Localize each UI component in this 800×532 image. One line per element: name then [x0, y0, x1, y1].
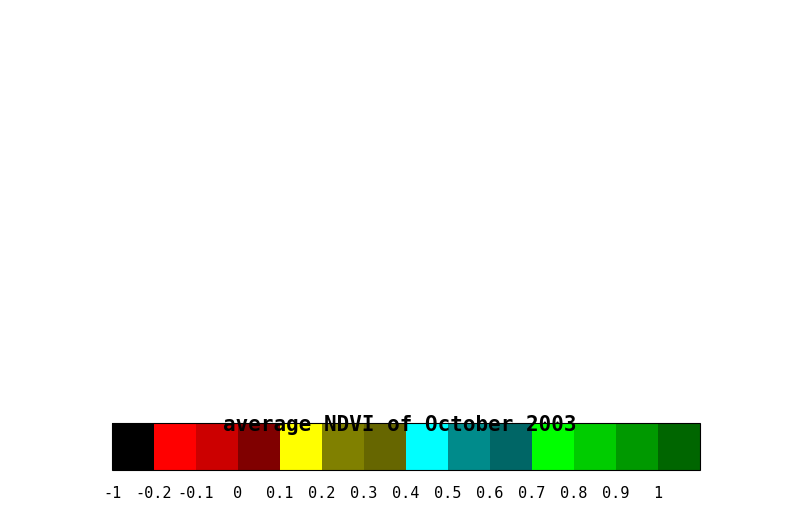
- FancyBboxPatch shape: [112, 423, 154, 470]
- FancyBboxPatch shape: [490, 423, 532, 470]
- Text: 0: 0: [234, 486, 242, 502]
- Text: 1: 1: [654, 486, 662, 502]
- FancyBboxPatch shape: [364, 423, 406, 470]
- FancyBboxPatch shape: [322, 423, 364, 470]
- FancyBboxPatch shape: [154, 423, 196, 470]
- FancyBboxPatch shape: [280, 423, 322, 470]
- FancyBboxPatch shape: [238, 423, 280, 470]
- FancyBboxPatch shape: [448, 423, 490, 470]
- FancyBboxPatch shape: [196, 423, 238, 470]
- FancyBboxPatch shape: [406, 423, 448, 470]
- Text: 0.1: 0.1: [266, 486, 294, 502]
- Text: average NDVI of October 2003: average NDVI of October 2003: [223, 415, 577, 435]
- Text: 0.8: 0.8: [560, 486, 588, 502]
- Text: 0.6: 0.6: [476, 486, 504, 502]
- Text: 0.5: 0.5: [434, 486, 462, 502]
- FancyBboxPatch shape: [532, 423, 574, 470]
- Text: 0.4: 0.4: [392, 486, 420, 502]
- Bar: [112, 423, 700, 470]
- Text: -0.2: -0.2: [136, 486, 172, 502]
- FancyBboxPatch shape: [616, 423, 658, 470]
- Text: 0.7: 0.7: [518, 486, 546, 502]
- Text: -1: -1: [103, 486, 121, 502]
- Text: 0.2: 0.2: [308, 486, 336, 502]
- Text: 0.3: 0.3: [350, 486, 378, 502]
- FancyBboxPatch shape: [574, 423, 616, 470]
- FancyBboxPatch shape: [658, 423, 700, 470]
- Text: 0.9: 0.9: [602, 486, 630, 502]
- Text: -0.1: -0.1: [178, 486, 214, 502]
